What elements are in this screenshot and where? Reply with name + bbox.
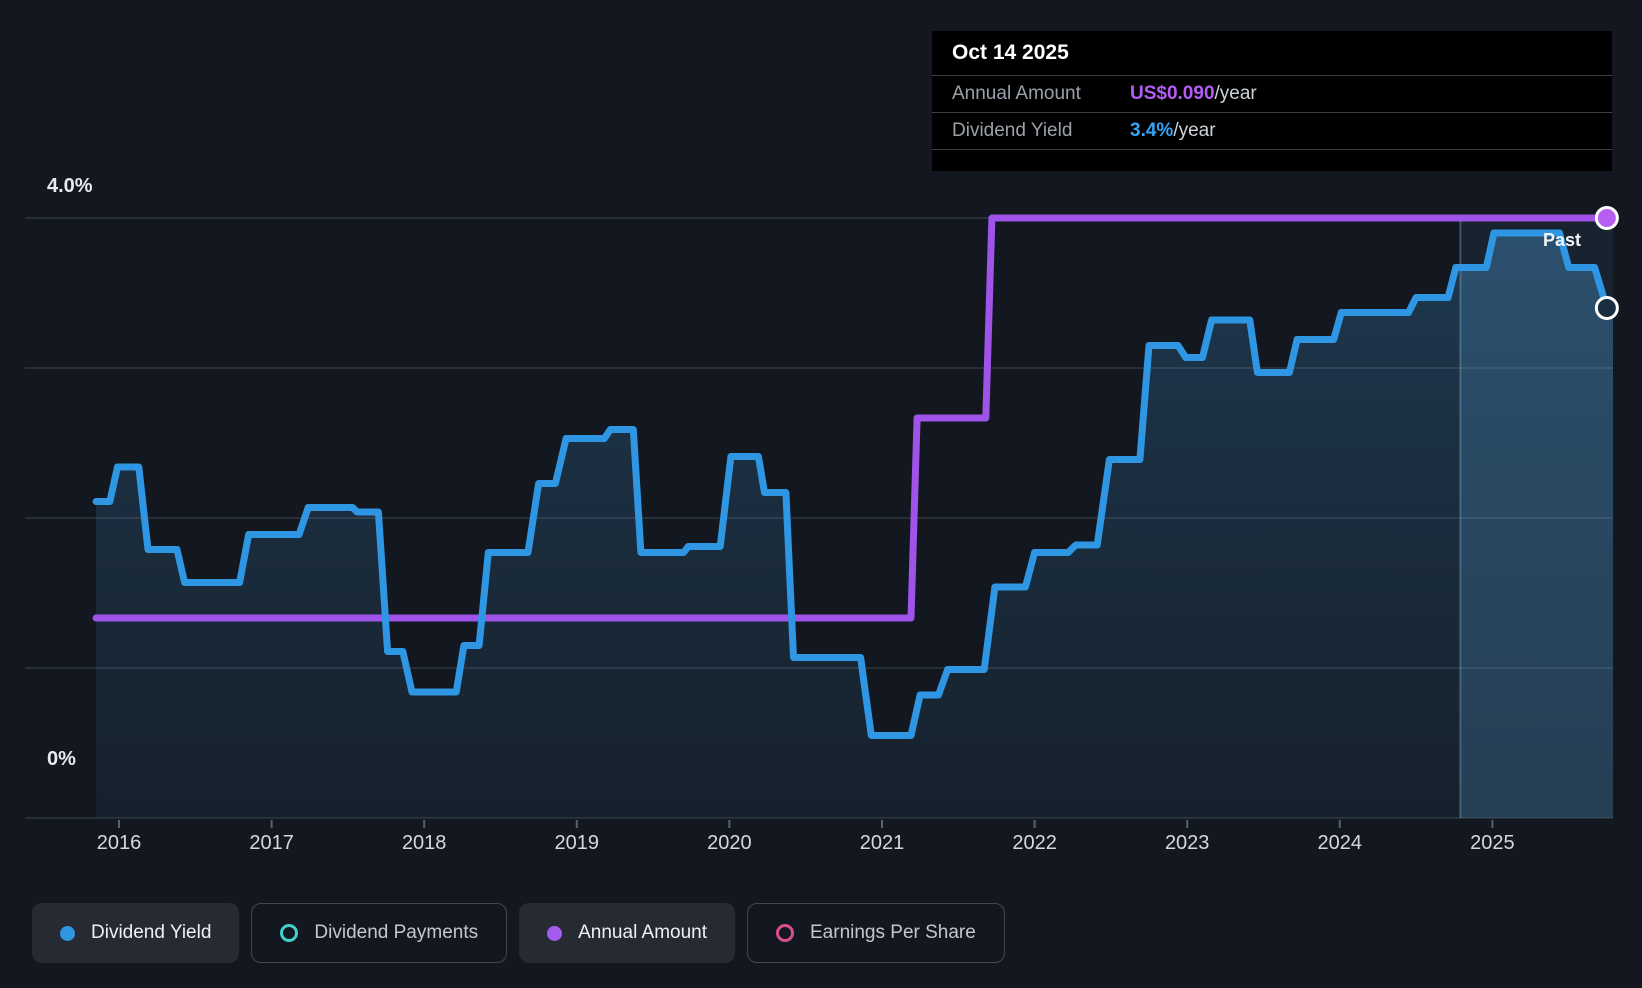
- tooltip-label: Annual Amount: [952, 83, 1081, 104]
- tooltip-row-annual-amount: Annual Amount US$0.090 /year: [932, 76, 1612, 113]
- x-axis-labels: 2016 2017 2018 2019 2020 2021 2022 2023 2024 2025: [0, 832, 1642, 862]
- legend-label: Earnings Per Share: [810, 922, 976, 943]
- legend-toggle-earnings-per-share[interactable]: Earnings Per Share: [747, 903, 1005, 963]
- past-region-label: Past: [1543, 230, 1582, 250]
- x-axis-label-2023: 2023: [1164, 832, 1210, 854]
- tooltip-suffix: /year: [1173, 120, 1216, 141]
- hover-tooltip: Oct 14 2025 Annual Amount US$0.090 /year…: [932, 31, 1612, 171]
- legend-label: Annual Amount: [578, 922, 707, 943]
- legend-label: Dividend Yield: [91, 922, 212, 943]
- dividend-yield-area-fill-past: [1460, 233, 1613, 818]
- x-axis-label-2024: 2024: [1317, 832, 1363, 854]
- annual-amount-line: [92, 214, 1611, 622]
- chart-legend: Dividend Yield Dividend Payments Annual …: [32, 903, 1005, 963]
- tooltip-row-dividend-yield: Dividend Yield 3.4% /year: [932, 113, 1612, 150]
- x-axis-label-2019: 2019: [554, 832, 600, 854]
- x-axis-label-2018: 2018: [401, 832, 447, 854]
- dividend-yield-area-fill: [96, 233, 1614, 818]
- x-axis-label-2016: 2016: [96, 832, 142, 854]
- earnings-per-share-ring-icon: [776, 924, 794, 942]
- annual-amount-dot-icon: [547, 925, 563, 941]
- tooltip-value: US$0.090: [1130, 83, 1215, 104]
- x-axis-label-2022: 2022: [1012, 832, 1057, 854]
- x-axis-label-2021: 2021: [859, 832, 905, 854]
- tooltip-date: Oct 14 2025: [932, 31, 1612, 76]
- dividend-payments-ring-icon: [280, 924, 299, 942]
- y-axis-label-bottom: 0%: [47, 748, 76, 770]
- legend-toggle-annual-amount[interactable]: Annual Amount: [519, 903, 735, 963]
- tooltip-value: 3.4%: [1130, 120, 1174, 141]
- tooltip-label: Dividend Yield: [952, 120, 1073, 141]
- x-axis-label-2017: 2017: [249, 832, 294, 854]
- annual-amount-end-marker: [1594, 206, 1619, 230]
- x-axis-label-2020: 2020: [707, 832, 752, 854]
- dividend-yield-line: [92, 229, 1611, 739]
- legend-toggle-dividend-payments[interactable]: Dividend Payments: [251, 903, 508, 963]
- legend-label: Dividend Payments: [314, 922, 479, 943]
- y-axis-label-top: 4.0%: [47, 175, 93, 197]
- dividend-yield-dot-icon: [60, 925, 75, 941]
- legend-toggle-dividend-yield[interactable]: Dividend Yield: [32, 903, 240, 963]
- dividend-yield-end-marker: [1594, 296, 1619, 320]
- x-axis-label-2025: 2025: [1470, 832, 1515, 854]
- tooltip-suffix: /year: [1214, 83, 1257, 104]
